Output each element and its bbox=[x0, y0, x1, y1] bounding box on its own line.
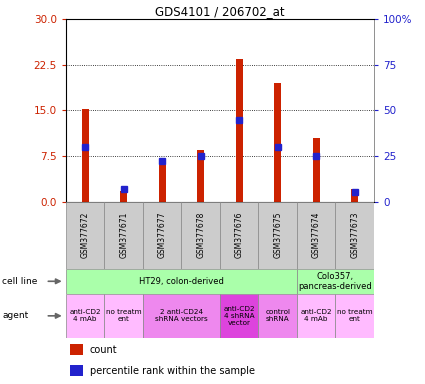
Bar bbox=[105, 294, 143, 338]
Bar bbox=[258, 294, 297, 338]
Bar bbox=[66, 294, 105, 338]
Bar bbox=[297, 269, 374, 294]
Bar bbox=[335, 202, 374, 269]
Text: 2 anti-CD24
shRNA vectors: 2 anti-CD24 shRNA vectors bbox=[155, 310, 208, 322]
Title: GDS4101 / 206702_at: GDS4101 / 206702_at bbox=[155, 5, 285, 18]
Bar bbox=[258, 202, 297, 269]
Text: anti-CD2
4 shRNA
vector: anti-CD2 4 shRNA vector bbox=[224, 306, 255, 326]
Bar bbox=[66, 269, 297, 294]
Text: count: count bbox=[90, 345, 117, 355]
Bar bbox=[70, 344, 83, 355]
Text: no treatm
ent: no treatm ent bbox=[337, 310, 373, 322]
Text: cell line: cell line bbox=[2, 277, 37, 286]
Bar bbox=[313, 138, 320, 202]
Bar bbox=[70, 366, 83, 376]
Text: anti-CD2
4 mAb: anti-CD2 4 mAb bbox=[69, 310, 101, 322]
Bar bbox=[197, 150, 204, 202]
Text: anti-CD2
4 mAb: anti-CD2 4 mAb bbox=[300, 310, 332, 322]
Bar bbox=[82, 109, 88, 202]
Bar bbox=[143, 294, 220, 338]
Text: agent: agent bbox=[2, 311, 28, 320]
Bar bbox=[181, 202, 220, 269]
Bar bbox=[351, 189, 358, 202]
Bar bbox=[335, 294, 374, 338]
Text: percentile rank within the sample: percentile rank within the sample bbox=[90, 366, 255, 376]
Bar bbox=[66, 202, 105, 269]
Text: GSM377678: GSM377678 bbox=[196, 212, 205, 258]
Text: GSM377671: GSM377671 bbox=[119, 212, 128, 258]
Bar bbox=[220, 294, 258, 338]
Bar bbox=[297, 294, 335, 338]
Bar bbox=[236, 59, 243, 202]
Text: HT29, colon-derived: HT29, colon-derived bbox=[139, 277, 224, 286]
Text: control
shRNA: control shRNA bbox=[265, 310, 290, 322]
Text: GSM377673: GSM377673 bbox=[350, 212, 359, 258]
Bar bbox=[143, 202, 181, 269]
Bar bbox=[105, 202, 143, 269]
Text: GSM377675: GSM377675 bbox=[273, 212, 282, 258]
Text: no treatm
ent: no treatm ent bbox=[106, 310, 142, 322]
Text: GSM377677: GSM377677 bbox=[158, 212, 167, 258]
Text: GSM377674: GSM377674 bbox=[312, 212, 321, 258]
Text: Colo357,
pancreas-derived: Colo357, pancreas-derived bbox=[299, 271, 372, 291]
Bar bbox=[220, 202, 258, 269]
Text: GSM377676: GSM377676 bbox=[235, 212, 244, 258]
Text: GSM377672: GSM377672 bbox=[81, 212, 90, 258]
Bar bbox=[120, 191, 127, 202]
Bar bbox=[159, 165, 166, 202]
Bar bbox=[297, 202, 335, 269]
Bar bbox=[274, 83, 281, 202]
